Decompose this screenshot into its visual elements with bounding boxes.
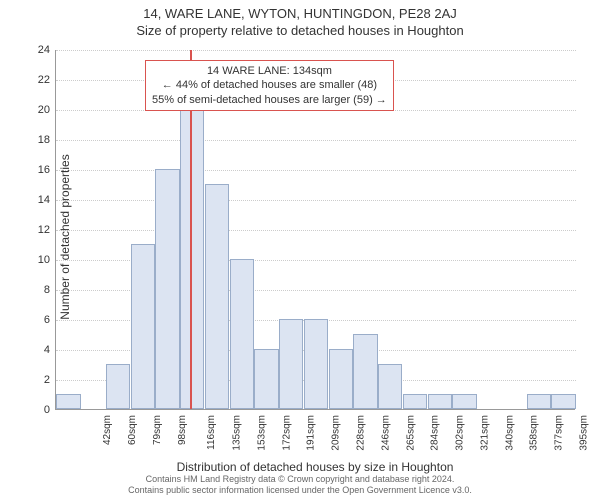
y-axis-label: Number of detached properties [58,154,72,319]
x-tick-label: 98sqm [177,415,188,445]
histogram-bar [304,319,328,409]
x-tick-label: 153sqm [257,415,268,451]
y-tick-label: 10 [26,254,50,266]
x-tick-label: 228sqm [356,415,367,451]
gridline [56,170,576,171]
histogram-bar [452,394,476,409]
y-tick-label: 2 [26,374,50,386]
histogram-bar [428,394,452,409]
y-tick-label: 24 [26,44,50,56]
y-tick-label: 20 [26,104,50,116]
x-tick-label: 302sqm [455,415,466,451]
y-tick-label: 6 [26,314,50,326]
x-tick-label: 321sqm [479,415,490,451]
gridline [56,230,576,231]
y-tick-label: 4 [26,344,50,356]
x-tick-label: 116sqm [206,415,217,450]
x-tick-label: 60sqm [127,415,138,445]
annotation-box: 14 WARE LANE: 134sqm ← 44% of detached h… [145,60,394,111]
y-tick-label: 12 [26,224,50,236]
histogram-bar [378,364,402,409]
histogram-bar [551,394,575,409]
histogram-bar [131,244,155,409]
histogram-bar [279,319,303,409]
histogram-bar [155,169,179,409]
y-tick-label: 14 [26,194,50,206]
histogram-bar [254,349,278,409]
y-tick-label: 0 [26,404,50,416]
histogram-bar [230,259,254,409]
x-axis-label: Distribution of detached houses by size … [55,460,575,474]
x-tick-label: 265sqm [405,415,416,451]
x-tick-label: 191sqm [306,415,317,451]
x-tick-label: 135sqm [232,415,243,451]
y-tick-label: 16 [26,164,50,176]
footer-line2: Contains public sector information licen… [0,485,600,496]
histogram-bar [527,394,551,409]
gridline [56,200,576,201]
histogram-bar [403,394,427,409]
histogram-bar [329,349,353,409]
histogram-bar [106,364,130,409]
y-tick-label: 8 [26,284,50,296]
x-tick-label: 284sqm [430,415,441,451]
x-tick-label: 172sqm [281,415,292,451]
x-tick-label: 340sqm [504,415,515,451]
annotation-line2: ← 44% of detached houses are smaller (48… [152,78,387,92]
footer-line1: Contains HM Land Registry data © Crown c… [0,474,600,485]
x-tick-label: 246sqm [380,415,391,451]
histogram-bar [205,184,229,409]
x-tick-label: 395sqm [578,415,589,451]
chart-area: 02468101214161820222442sqm60sqm79sqm98sq… [55,50,575,410]
x-tick-label: 377sqm [554,415,565,451]
y-tick-label: 18 [26,134,50,146]
x-tick-label: 358sqm [529,415,540,451]
annotation-line1: 14 WARE LANE: 134sqm [152,64,387,78]
annotation-line3: 55% of semi-detached houses are larger (… [152,93,387,107]
histogram-bar [353,334,377,409]
histogram-bar [56,394,80,409]
gridline [56,140,576,141]
x-tick-label: 79sqm [152,415,163,445]
chart-title-main: 14, WARE LANE, WYTON, HUNTINGDON, PE28 2… [0,0,600,21]
y-tick-label: 22 [26,74,50,86]
x-tick-label: 209sqm [331,415,342,451]
x-tick-label: 42sqm [102,415,113,445]
footer-attribution: Contains HM Land Registry data © Crown c… [0,474,600,496]
gridline [56,50,576,51]
chart-title-sub: Size of property relative to detached ho… [0,21,600,38]
